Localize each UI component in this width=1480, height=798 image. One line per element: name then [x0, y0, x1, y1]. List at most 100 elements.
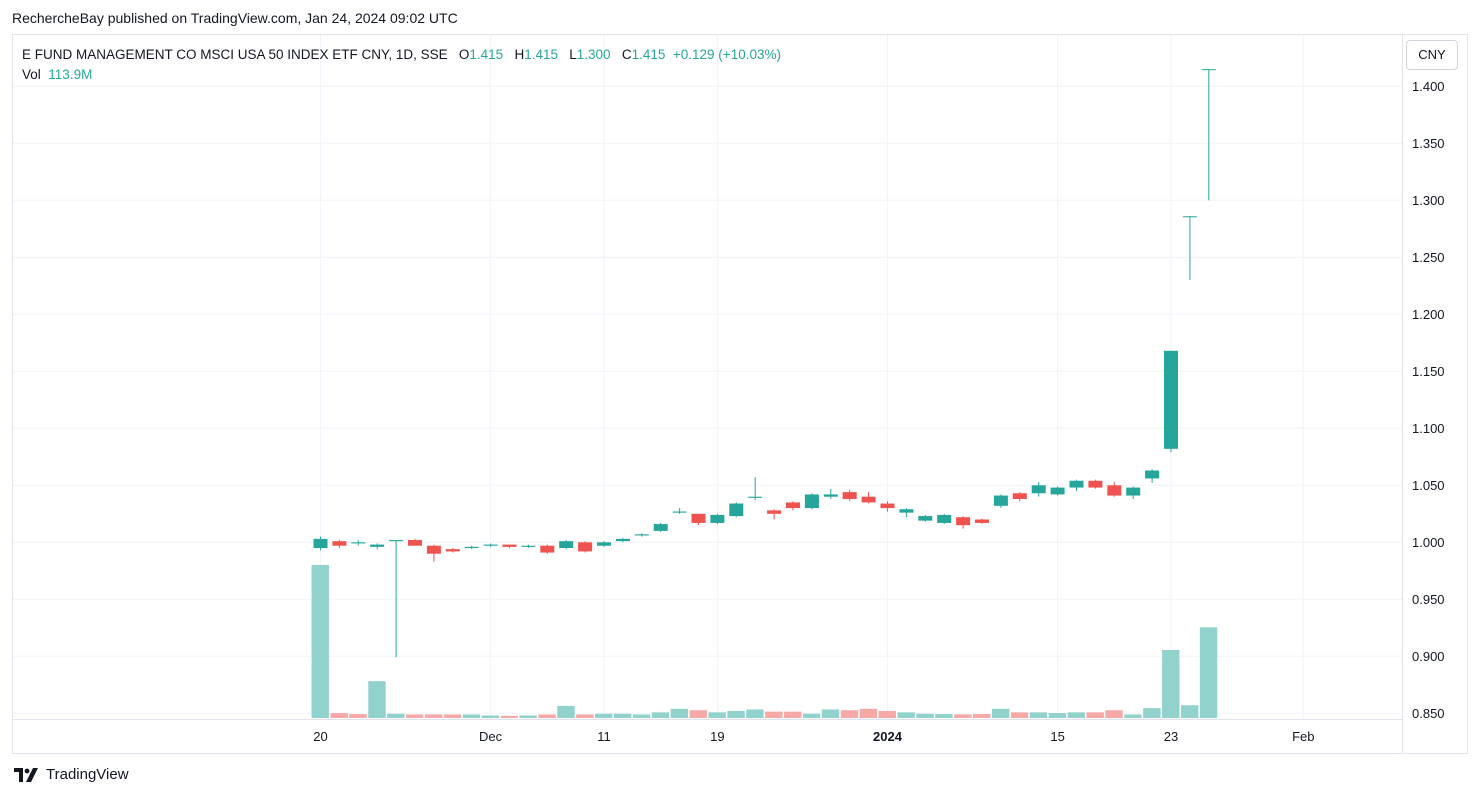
- candle[interactable]: [748, 477, 763, 501]
- grid-layer: [13, 35, 1402, 719]
- candle[interactable]: [483, 543, 498, 547]
- candle-body: [653, 524, 668, 531]
- volume-value: 113.9M: [48, 67, 93, 82]
- chart-frame[interactable]: [12, 34, 1468, 754]
- volume-bar: [462, 714, 481, 718]
- candle[interactable]: [1126, 486, 1141, 499]
- candle[interactable]: [615, 537, 630, 543]
- candle[interactable]: [1201, 69, 1216, 201]
- x-tick-label: 23: [1164, 729, 1178, 744]
- candle-body: [615, 538, 630, 542]
- candle-body: [408, 540, 422, 546]
- volume-bar: [330, 713, 348, 718]
- legend-line-ohlc: E FUND MANAGEMENT CO MSCI USA 50 INDEX E…: [22, 45, 781, 65]
- candle[interactable]: [710, 513, 725, 525]
- candle[interactable]: [861, 492, 876, 504]
- candle[interactable]: [445, 548, 460, 553]
- candle-body: [710, 514, 725, 523]
- candle[interactable]: [1107, 481, 1122, 497]
- volume-bar: [1162, 650, 1180, 718]
- candle-body: [880, 503, 895, 509]
- candle[interactable]: [975, 518, 989, 525]
- candle[interactable]: [1145, 469, 1160, 484]
- high-value: 1.415: [524, 47, 558, 62]
- candle[interactable]: [502, 544, 517, 548]
- candle-body: [351, 542, 366, 544]
- candle-body: [634, 534, 649, 536]
- brand-name: TradingView: [46, 766, 129, 783]
- volume-bar: [1143, 708, 1161, 718]
- candle[interactable]: [1031, 481, 1046, 497]
- candle[interactable]: [559, 540, 574, 550]
- candle-body: [1088, 480, 1103, 488]
- close-value: 1.415: [631, 47, 666, 62]
- y-tick-label: 1.350: [1412, 136, 1445, 151]
- candle[interactable]: [937, 513, 952, 525]
- volume-bar: [368, 681, 386, 718]
- candle-body: [937, 514, 952, 523]
- candle-body: [729, 503, 744, 517]
- volume-bar: [727, 710, 745, 718]
- candle[interactable]: [1012, 492, 1027, 502]
- candle-body: [1126, 487, 1141, 496]
- volume-bar: [557, 705, 575, 718]
- candle[interactable]: [653, 522, 668, 533]
- candle[interactable]: [408, 538, 422, 546]
- candle[interactable]: [672, 508, 687, 514]
- candle[interactable]: [767, 509, 782, 520]
- candle[interactable]: [993, 494, 1008, 509]
- y-tick-label: 1.000: [1412, 535, 1445, 550]
- open-label: O: [458, 47, 470, 62]
- candle[interactable]: [786, 501, 800, 511]
- candle[interactable]: [1069, 479, 1084, 491]
- candle[interactable]: [1088, 479, 1103, 489]
- x-tick-label: 15: [1050, 729, 1064, 744]
- candle[interactable]: [597, 541, 611, 547]
- candle[interactable]: [464, 545, 479, 550]
- tradingview-brand[interactable]: TradingView: [14, 766, 129, 783]
- candle[interactable]: [332, 540, 347, 548]
- candle[interactable]: [578, 541, 593, 553]
- high-label: H: [514, 47, 525, 62]
- volume-bar: [1105, 710, 1123, 718]
- volume-bar: [935, 714, 953, 718]
- candle[interactable]: [1164, 350, 1178, 453]
- candle[interactable]: [370, 543, 385, 550]
- candle[interactable]: [540, 544, 555, 554]
- candle[interactable]: [842, 489, 857, 502]
- candle[interactable]: [426, 544, 441, 562]
- volume-bar: [1010, 712, 1029, 718]
- candle[interactable]: [823, 488, 838, 499]
- candle[interactable]: [389, 540, 404, 658]
- currency-button[interactable]: CNY: [1406, 40, 1458, 70]
- candle[interactable]: [634, 533, 649, 537]
- candle[interactable]: [804, 493, 819, 510]
- candle[interactable]: [691, 513, 706, 526]
- candle[interactable]: [899, 508, 914, 518]
- y-tick-label: 1.400: [1412, 79, 1445, 94]
- y-tick-label: 1.300: [1412, 193, 1445, 208]
- candle[interactable]: [1050, 486, 1065, 496]
- candle[interactable]: [918, 514, 933, 522]
- candle[interactable]: [880, 501, 895, 512]
- candle[interactable]: [729, 502, 744, 518]
- candle[interactable]: [313, 536, 328, 551]
- legend-line-volume: Vol 113.9M: [22, 65, 781, 85]
- candle-body: [1201, 69, 1216, 71]
- volume-bar: [746, 709, 764, 718]
- candle-layer: [313, 69, 1216, 658]
- volume-bar: [897, 712, 915, 718]
- volume-bar: [1048, 713, 1067, 718]
- candle-body: [1107, 485, 1122, 496]
- volume-layer: [311, 565, 1218, 718]
- candle[interactable]: [521, 544, 536, 548]
- candle[interactable]: [956, 516, 971, 529]
- candle-body: [1069, 480, 1084, 488]
- volume-bar: [840, 710, 859, 718]
- candle-body: [975, 519, 989, 523]
- volume-bar: [519, 715, 537, 718]
- candle[interactable]: [1182, 216, 1197, 281]
- candle-body: [540, 545, 555, 553]
- candle[interactable]: [351, 540, 366, 546]
